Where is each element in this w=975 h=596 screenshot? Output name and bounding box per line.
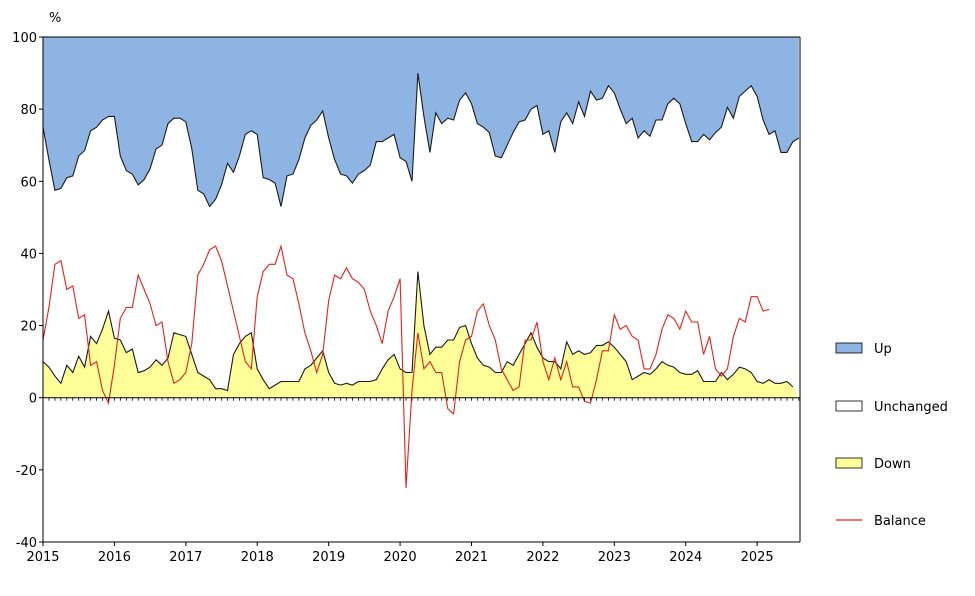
up-area <box>43 37 799 207</box>
y-tick-label: 40 <box>20 247 37 262</box>
legend-balance-label: Balance <box>874 514 926 529</box>
x-tick-label: 2015 <box>26 550 59 565</box>
y-tick-label: 20 <box>20 320 37 335</box>
legend-unchanged-swatch <box>835 400 863 412</box>
legend-unchanged-label: Unchanged <box>874 400 948 415</box>
y-tick-label: 80 <box>20 103 37 118</box>
legend-up-label: Up <box>874 342 892 357</box>
x-tick-label: 2016 <box>98 550 131 565</box>
legend-down-swatch <box>835 457 863 469</box>
y-tick-label: 100 <box>12 31 37 46</box>
x-tick-label: 2020 <box>384 550 417 565</box>
legend: Up Unchanged Down Balance <box>835 342 948 529</box>
plot-area <box>42 37 800 488</box>
x-tick-label: 2017 <box>169 550 202 565</box>
x-tick-label: 2019 <box>312 550 345 565</box>
y-axis-ticks: -40 -20 0 20 40 60 80 100 <box>12 31 43 551</box>
x-tick-label: 2023 <box>598 550 631 565</box>
y-tick-label: -40 <box>16 536 37 551</box>
x-tick-label: 2024 <box>669 550 702 565</box>
legend-down-label: Down <box>874 457 911 472</box>
axes <box>42 36 801 543</box>
x-axis-ticks: 2015 2016 2017 2018 2019 2020 2021 2022 2023 2024… <box>26 542 774 565</box>
y-tick-label: 60 <box>20 175 37 190</box>
unchanged-area <box>43 73 799 391</box>
balance-line <box>42 244 770 488</box>
y-axis-unit-label: % <box>49 11 61 26</box>
x-tick-label: 2021 <box>455 550 488 565</box>
x-tick-label: 2022 <box>526 550 559 565</box>
x-tick-label: 2025 <box>741 550 774 565</box>
up-boundary-line <box>42 73 800 208</box>
x-tick-label: 2018 <box>241 550 274 565</box>
y-tick-label: -20 <box>16 464 37 479</box>
legend-up-swatch <box>835 342 863 354</box>
y-tick-label: 0 <box>29 392 37 407</box>
